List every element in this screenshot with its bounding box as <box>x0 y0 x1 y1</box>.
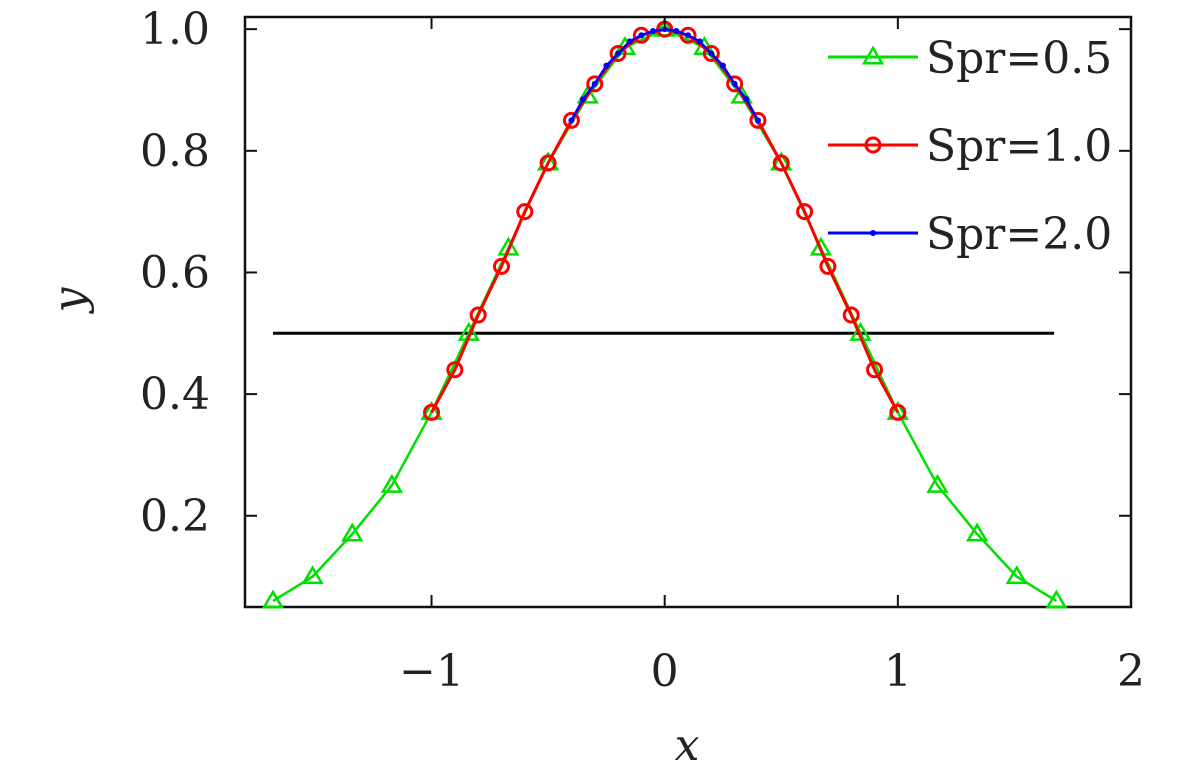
plot-frame <box>243 15 1133 609</box>
legend-label: Spr=1.0 <box>926 121 1112 172</box>
data-point <box>772 154 790 172</box>
legend-swatch-marker <box>861 45 885 65</box>
data-point <box>539 154 557 172</box>
data-point <box>926 473 949 493</box>
data-point <box>632 26 650 44</box>
series-layer <box>261 17 1068 609</box>
y-tick-label: 0.2 <box>140 491 210 542</box>
legend: Spr=0.5 Spr=1.0 Spr=2.0 <box>828 33 1112 260</box>
data-point <box>580 96 587 103</box>
data-point <box>568 117 575 124</box>
data-point <box>446 361 464 379</box>
series-line <box>430 27 900 414</box>
y-tick-label: 0.4 <box>140 369 210 420</box>
data-point <box>754 117 761 124</box>
data-point <box>380 473 404 493</box>
series-0 <box>261 17 1068 609</box>
data-point <box>809 236 833 256</box>
series-line <box>570 27 760 122</box>
x-tick-label: 0 <box>651 646 679 697</box>
legend-entry: Spr=1.0 <box>828 121 1112 172</box>
axes-layer: −1 0 1 2 0.2 0.4 0.6 0.8 1.0 <box>140 4 1145 697</box>
plot-frame-layer <box>243 15 1133 609</box>
data-point <box>638 32 645 39</box>
data-point <box>661 26 668 33</box>
data-point <box>749 111 767 129</box>
x-axis-label: x <box>675 720 700 771</box>
series-1 <box>423 20 907 421</box>
legend-swatch-marker <box>870 230 876 236</box>
x-tick-label: 2 <box>1117 646 1145 697</box>
data-point <box>726 75 744 93</box>
data-point <box>685 32 691 39</box>
legend-entry: Spr=2.0 <box>828 209 1112 260</box>
data-point <box>492 257 510 275</box>
data-point <box>469 306 487 324</box>
data-point <box>702 44 720 62</box>
data-point <box>696 38 703 45</box>
data-point <box>743 96 750 103</box>
data-point <box>965 522 989 542</box>
data-point <box>423 403 441 421</box>
y-tick-label: 1.0 <box>140 4 210 55</box>
data-point <box>626 38 633 45</box>
data-point <box>842 306 860 324</box>
data-point <box>341 522 364 542</box>
data-point <box>866 361 884 379</box>
series-2 <box>568 26 761 124</box>
data-point <box>615 50 622 57</box>
data-point <box>708 50 715 57</box>
x-tick-label: −1 <box>399 646 464 697</box>
legend-entry: Spr=0.5 <box>828 33 1112 84</box>
data-point <box>603 62 610 69</box>
legend-swatch-marker <box>864 136 882 154</box>
data-point <box>516 203 534 221</box>
data-point <box>719 62 726 69</box>
y-tick-label: 0.8 <box>140 126 210 177</box>
legend-label: Spr=0.5 <box>926 33 1112 84</box>
y-tick-label: 0.6 <box>140 247 210 298</box>
data-point <box>497 236 520 256</box>
data-point <box>819 257 837 275</box>
x-tick-label: 1 <box>884 646 912 697</box>
y-axis-label: y <box>44 286 95 314</box>
data-point <box>679 26 697 44</box>
data-point <box>650 27 657 34</box>
data-point <box>730 84 753 104</box>
data-point <box>261 589 285 609</box>
data-point <box>301 565 324 585</box>
data-point <box>731 80 738 87</box>
data-point <box>591 80 598 87</box>
data-point <box>1005 565 1028 585</box>
data-point <box>796 203 814 221</box>
data-point <box>673 27 680 34</box>
series-line <box>272 27 1058 602</box>
data-point <box>576 84 599 104</box>
data-point <box>562 111 580 129</box>
data-point <box>1045 589 1068 609</box>
data-point <box>609 44 627 62</box>
data-point <box>586 75 604 93</box>
legend-label: Spr=2.0 <box>926 209 1112 260</box>
data-point <box>889 403 907 421</box>
